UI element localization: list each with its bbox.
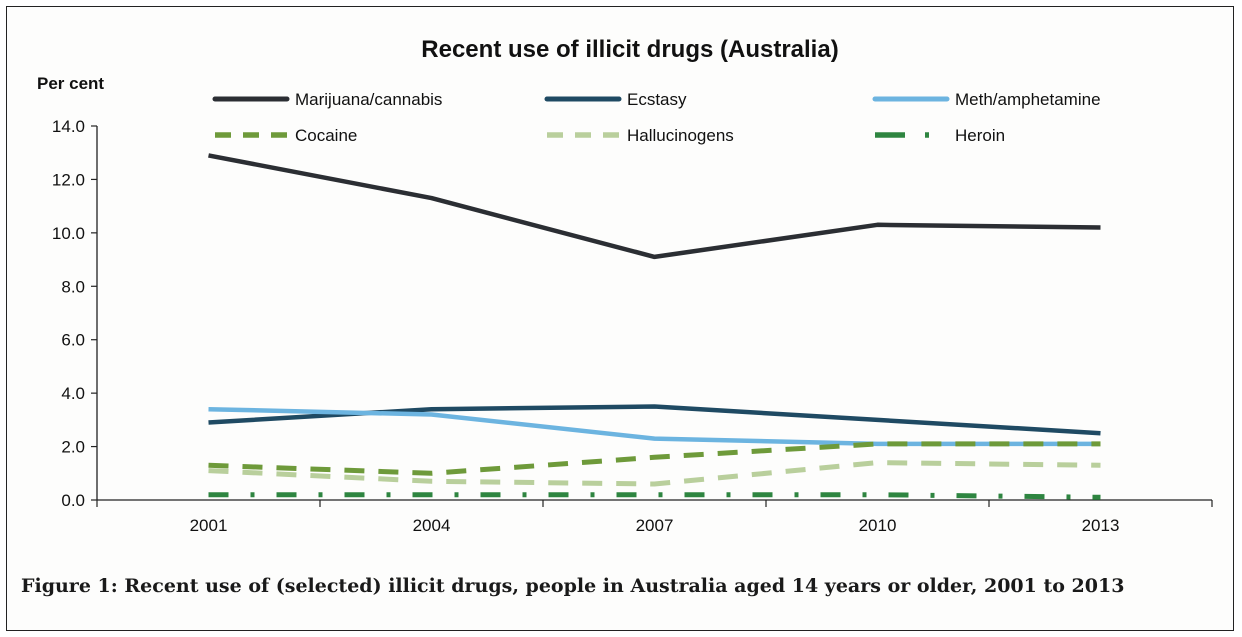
legend-label-0: Marijuana/cannabis — [295, 90, 442, 109]
legend-label-1: Ecstasy — [627, 90, 687, 109]
y-tick-label: 4.0 — [61, 384, 85, 403]
legend: Marijuana/cannabis Ecstasy Meth/amphetamin… — [212, 90, 1101, 145]
y-tick-label: 14.0 — [52, 117, 85, 136]
series-line-5 — [208, 492, 1101, 500]
x-tick-label: 2010 — [859, 516, 897, 535]
y-tick-label: 2.0 — [61, 438, 85, 457]
x-tick-label: 2007 — [636, 516, 674, 535]
series-line-2 — [208, 406, 1101, 447]
legend-label-3: Cocaine — [295, 126, 357, 145]
figure-caption: Figure 1: Recent use of (selected) illic… — [21, 575, 1125, 597]
y-tick-label: 0.0 — [61, 491, 85, 510]
y-tick-label: 10.0 — [52, 224, 85, 243]
legend-label-2: Meth/amphetamine — [955, 90, 1101, 109]
x-tick-label: 2004 — [413, 516, 451, 535]
legend-label-5: Heroin — [955, 126, 1005, 145]
x-tick-label: 2013 — [1082, 516, 1120, 535]
axes: 0.0 2.0 4.0 6.0 8.0 10.0 12.0 14.0 2001 2004 2007 2… — [52, 117, 1213, 535]
series-line-4 — [208, 460, 1101, 487]
y-tick-label: 6.0 — [61, 331, 85, 350]
figure-frame: Recent use of illicit drugs (Australia) … — [6, 6, 1234, 631]
legend-label-4: Hallucinogens — [627, 126, 734, 145]
series-lines — [208, 153, 1101, 500]
y-tick-label: 12.0 — [52, 170, 85, 189]
x-tick-label: 2001 — [190, 516, 228, 535]
y-tick-label: 8.0 — [61, 277, 85, 296]
series-line-0 — [208, 153, 1101, 260]
line-chart: Recent use of illicit drugs (Australia) … — [37, 36, 1213, 535]
series-line-3 — [208, 441, 1101, 476]
chart-title: Recent use of illicit drugs (Australia) — [421, 36, 838, 63]
y-axis-label: Per cent — [37, 74, 104, 93]
